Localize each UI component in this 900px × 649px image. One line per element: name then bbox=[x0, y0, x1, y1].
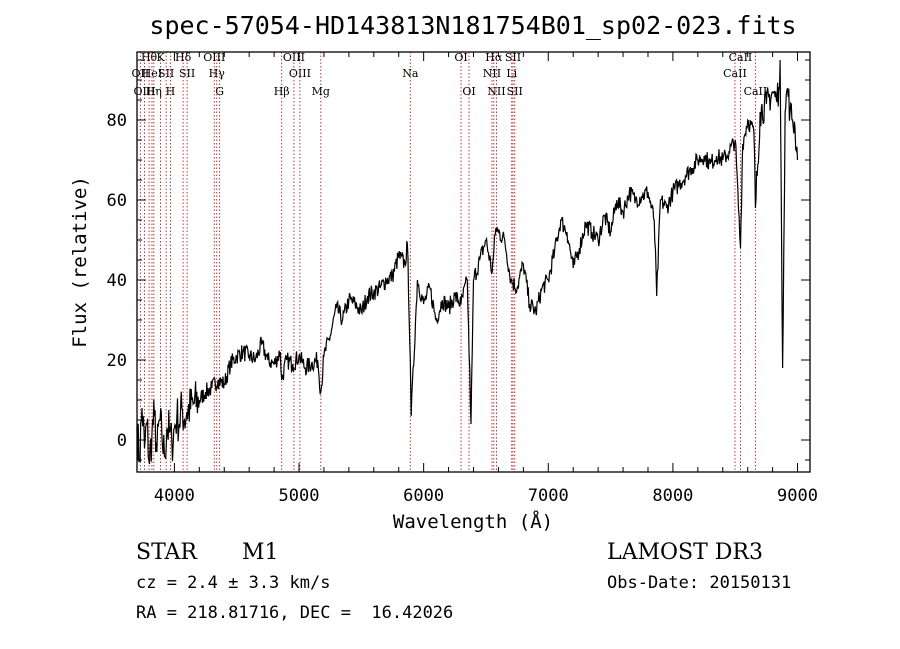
marker-label: G bbox=[215, 85, 224, 98]
x-tick-label: 4000 bbox=[154, 486, 195, 506]
marker-label: OIII bbox=[283, 51, 305, 64]
object-subclass: M1 bbox=[242, 540, 279, 565]
x-axis-label: Wavelength (Å) bbox=[393, 510, 553, 533]
line-markers bbox=[139, 52, 756, 472]
marker-label: SII bbox=[505, 51, 521, 64]
redshift-info: cz = 2.4 ± 3.3 km/s bbox=[136, 573, 331, 593]
marker-label: OI bbox=[462, 85, 475, 98]
y-tick-label: 0 bbox=[117, 431, 127, 451]
marker-label: H bbox=[166, 85, 176, 98]
marker-label: K bbox=[156, 51, 165, 64]
marker-label: Hβ bbox=[274, 85, 290, 98]
y-axis-label: Flux (relative) bbox=[69, 176, 91, 348]
marker-label: CaII bbox=[729, 51, 753, 64]
marker-label: Na bbox=[402, 67, 419, 80]
coordinates: RA = 218.81716, DEC = 16.42026 bbox=[136, 603, 454, 623]
survey-name: LAMOST DR3 bbox=[607, 540, 763, 565]
x-tick-label: 6000 bbox=[403, 486, 444, 506]
marker-label: Hα bbox=[485, 51, 503, 64]
x-tick-label: 8000 bbox=[652, 486, 693, 506]
object-class: STAR bbox=[136, 540, 197, 565]
marker-label: Hγ bbox=[209, 67, 226, 80]
marker-label: Hδ bbox=[175, 51, 192, 64]
obs-date: Obs-Date: 20150131 bbox=[607, 573, 792, 593]
x-tick-label: 9000 bbox=[777, 486, 818, 506]
marker-label: NII bbox=[487, 85, 505, 98]
marker-label: OIII bbox=[289, 67, 311, 80]
marker-label: OI bbox=[454, 51, 467, 64]
x-tick-label: 5000 bbox=[279, 486, 320, 506]
marker-label: OII bbox=[132, 67, 150, 80]
marker-label: Hθ bbox=[141, 51, 158, 64]
chart-title: spec-57054-HD143813N181754B01_sp02-023.f… bbox=[149, 11, 796, 40]
marker-label: CaII bbox=[744, 85, 768, 98]
marker-label: OIII bbox=[203, 51, 225, 64]
y-tick-label: 60 bbox=[107, 191, 127, 211]
spectrum-line bbox=[136, 59, 799, 465]
marker-label: Mg bbox=[312, 85, 330, 98]
marker-label: HeI bbox=[142, 67, 162, 80]
x-tick-label: 7000 bbox=[528, 486, 569, 506]
marker-label: SII bbox=[158, 67, 174, 80]
marker-label: OIII bbox=[133, 85, 155, 98]
marker-label: SII bbox=[507, 85, 523, 98]
marker-label: Li bbox=[506, 67, 517, 80]
plot-frame bbox=[136, 51, 811, 473]
marker-label: Hη bbox=[146, 85, 162, 98]
x-axis: 4000 5000 6000 7000 8000 9000 bbox=[154, 52, 818, 506]
y-tick-label: 40 bbox=[107, 271, 127, 291]
y-tick-label: 80 bbox=[107, 111, 127, 131]
marker-label: CaII bbox=[723, 67, 747, 80]
y-tick-label: 20 bbox=[107, 351, 127, 371]
y-axis: 0 20 40 60 80 bbox=[107, 59, 810, 461]
marker-label: NII bbox=[483, 67, 501, 80]
marker-label: SII bbox=[179, 67, 195, 80]
